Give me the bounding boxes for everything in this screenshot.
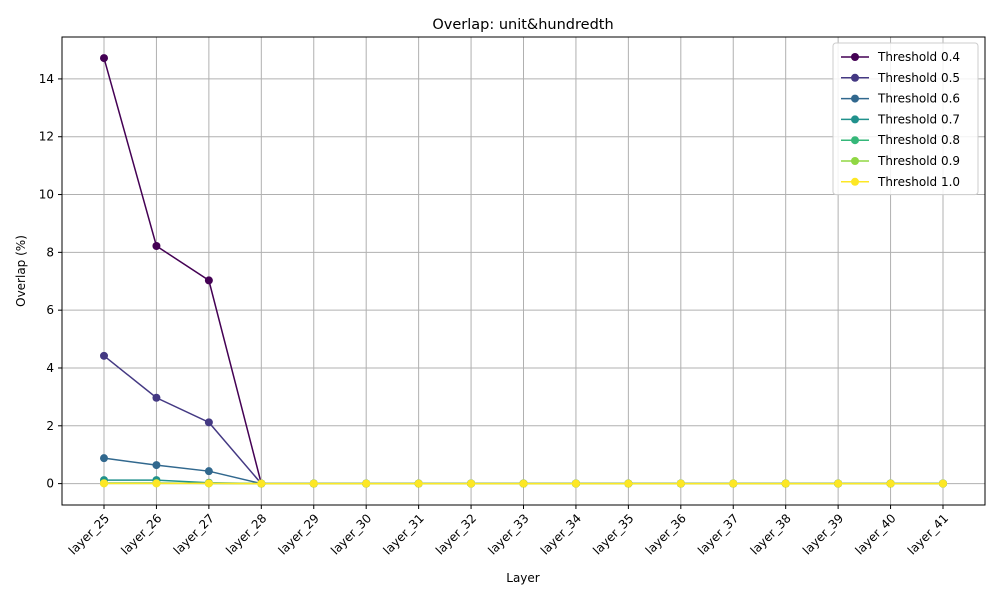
data-point	[100, 351, 108, 360]
data-point	[519, 479, 528, 488]
legend-marker	[851, 136, 859, 145]
data-point	[152, 393, 161, 402]
y-axis-ticks: 0 2 4 6 8 10 12 14	[39, 72, 62, 491]
data-point	[834, 479, 843, 488]
legend-label: Threshold 0.6	[877, 92, 960, 106]
x-tick-label: layer_26	[118, 511, 164, 557]
legend-label: Threshold 0.8	[877, 133, 960, 147]
legend-label: Threshold 0.7	[877, 112, 960, 126]
y-tick-label: 14	[39, 72, 54, 86]
x-tick-label: layer_32	[433, 511, 479, 557]
legend-label: Threshold 0.9	[877, 154, 960, 168]
data-point	[204, 479, 213, 488]
y-tick-label: 10	[39, 188, 54, 202]
x-tick-label: layer_28	[223, 511, 269, 557]
data-point	[100, 454, 108, 463]
legend-marker	[851, 94, 859, 103]
x-tick-label: layer_27	[171, 511, 217, 557]
x-axis-label: Layer	[506, 571, 540, 585]
legend-label: Threshold 0.4	[877, 50, 960, 64]
x-tick-label: layer_25	[66, 511, 112, 557]
data-point	[414, 479, 423, 488]
data-point	[886, 479, 895, 488]
data-point	[676, 479, 685, 488]
y-tick-label: 6	[46, 303, 54, 317]
y-axis-label: Overlap (%)	[14, 235, 28, 307]
data-point	[309, 479, 318, 488]
data-point	[100, 479, 108, 488]
x-tick-label: layer_39	[800, 511, 846, 557]
data-point	[204, 467, 213, 476]
legend-marker	[851, 115, 859, 124]
data-point	[152, 479, 161, 488]
x-tick-label: layer_38	[748, 511, 794, 557]
y-tick-label: 0	[46, 477, 54, 491]
legend-box	[832, 42, 979, 196]
legend-marker	[851, 177, 859, 186]
data-point	[257, 479, 266, 488]
x-tick-label: layer_37	[695, 511, 741, 557]
data-point	[100, 54, 108, 63]
x-tick-label: layer_41	[905, 511, 951, 557]
x-tick-label: layer_31	[381, 511, 427, 557]
data-point	[204, 418, 213, 427]
x-tick-label: layer_40	[852, 511, 898, 557]
legend-marker	[851, 53, 859, 61]
data-point	[152, 461, 161, 470]
data-point	[624, 479, 633, 488]
y-tick-label: 12	[39, 130, 54, 144]
data-point	[571, 479, 580, 488]
x-tick-label: layer_29	[276, 511, 322, 557]
data-point	[362, 479, 371, 488]
data-point	[781, 479, 790, 488]
x-tick-label: layer_35	[590, 511, 636, 557]
y-tick-label: 2	[46, 419, 54, 433]
data-point	[729, 479, 738, 488]
y-tick-label: 4	[46, 361, 54, 375]
x-tick-label: layer_33	[485, 511, 531, 557]
legend-label: Threshold 1.0	[877, 175, 960, 189]
x-tick-label: layer_34	[538, 511, 584, 557]
legend-marker	[851, 157, 859, 165]
series-lines	[100, 54, 947, 488]
data-point	[204, 276, 213, 285]
x-axis-ticks: layer_25 layer_26 layer_27 layer_28 layer_29…	[66, 505, 951, 557]
x-tick-label: layer_36	[643, 511, 689, 557]
chart-title: Overlap: unit&hundredth	[432, 17, 613, 33]
y-tick-label: 8	[46, 245, 54, 259]
x-tick-label: layer_30	[328, 511, 374, 557]
legend-label: Threshold 0.5	[877, 71, 960, 85]
data-point	[152, 241, 161, 250]
series-group	[100, 479, 947, 488]
legend: Threshold 0.4 Threshold 0.5 Threshold 0.6 T…	[832, 42, 979, 196]
data-point	[939, 479, 947, 488]
data-point	[467, 479, 476, 488]
legend-marker	[851, 73, 859, 82]
